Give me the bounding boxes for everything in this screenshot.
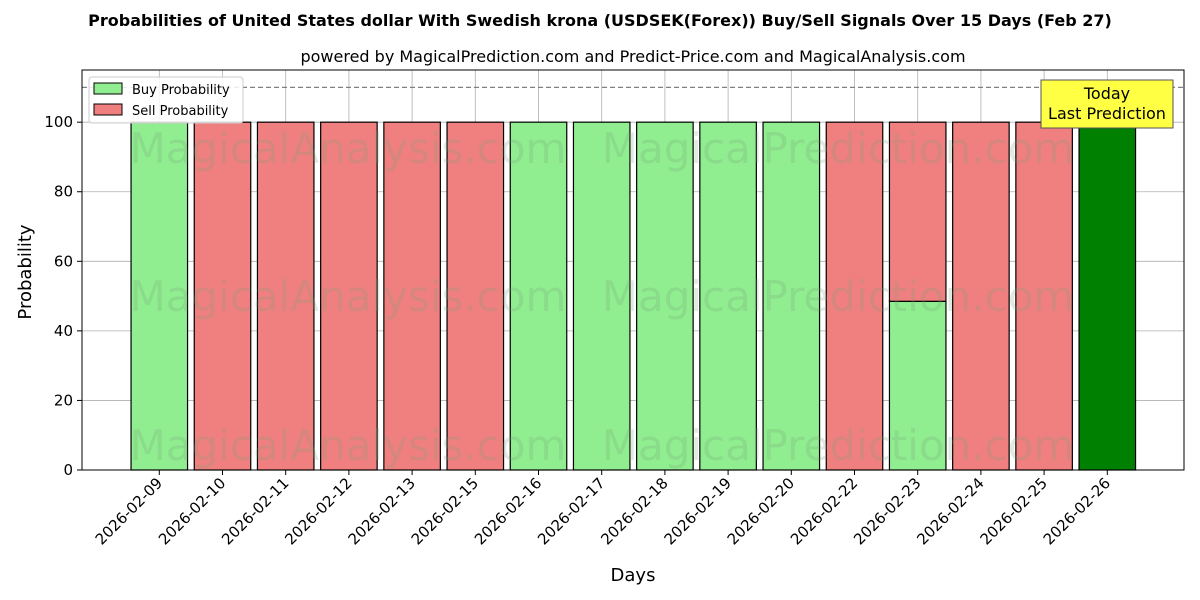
annotation-box [1040, 79, 1174, 129]
x-tick-label: 2026-02-12 [281, 474, 355, 548]
sell-bar [320, 121, 378, 471]
chart-title: Probabilities of United States dollar Wi… [88, 11, 1112, 30]
plot-frame [81, 69, 1185, 471]
plot-area: MagicalAnalysis.com MagicalPrediction.com… [44, 69, 1185, 548]
x-tick-label: 2026-02-20 [724, 474, 798, 548]
buy-bar [572, 121, 631, 471]
annotation-line: Today [1083, 84, 1130, 103]
x-tick-label: 2026-02-09 [92, 474, 166, 548]
watermark-text: MagicalAnalysis.com [130, 124, 567, 173]
annotation-line: Last Prediction [1048, 104, 1166, 123]
x-tick-label: 2026-02-19 [661, 474, 735, 548]
watermark-text: MagicalAnalysis.com [130, 421, 567, 470]
x-tick-label: 2026-02-15 [408, 474, 482, 548]
y-tick-label: 80 [54, 183, 73, 201]
buy-bar [1078, 121, 1137, 471]
x-tick-label: 2026-02-22 [787, 474, 861, 548]
y-axis-label: Probability [15, 224, 36, 319]
x-tick-label: 2026-02-13 [345, 474, 419, 548]
watermark-text: MagicalPrediction.com [602, 272, 1075, 321]
sell-bar [952, 121, 1010, 471]
x-axis-label: Days [611, 565, 656, 586]
buy-bar [636, 121, 694, 471]
legend-label-buy: Buy Probability [132, 83, 230, 98]
legend: Buy Probability Sell Probability [88, 76, 244, 124]
buy-bar [888, 300, 947, 471]
x-tick-label: 2026-02-18 [597, 474, 671, 548]
x-tick-label: 2026-02-23 [850, 474, 924, 548]
sell-bar [1015, 121, 1073, 471]
chart-subtitle: powered by MagicalPrediction.com and Pre… [300, 47, 965, 66]
legend-swatch-buy [93, 82, 123, 95]
sell-bar [825, 121, 884, 471]
legend-box [88, 76, 244, 124]
sell-bar [888, 121, 947, 302]
sell-bar [256, 121, 315, 471]
buy-bar [509, 121, 568, 471]
watermark-text: MagicalPrediction.com [602, 421, 1075, 470]
y-tick-label: 60 [54, 252, 73, 270]
watermark-text: MagicalPrediction.com [602, 124, 1075, 173]
x-tick-label: 2026-02-25 [977, 474, 1051, 548]
legend-label-sell: Sell Probability [132, 104, 229, 119]
y-tick-label: 0 [63, 461, 73, 479]
buy-bar [762, 121, 821, 471]
watermark-text: MagicalAnalysis.com [130, 272, 567, 321]
x-tick-label: 2026-02-10 [155, 474, 229, 548]
y-tick-label: 100 [44, 113, 73, 131]
x-tick-label: 2026-02-24 [913, 474, 987, 548]
y-tick-label: 40 [54, 322, 73, 340]
y-tick-label: 20 [54, 391, 73, 409]
sell-bar [446, 121, 505, 471]
sell-bar [383, 121, 441, 471]
x-tick-label: 2026-02-17 [534, 474, 608, 548]
x-tick-label: 2026-02-26 [1040, 474, 1114, 548]
x-tick-label: 2026-02-11 [218, 474, 292, 548]
buy-bar [699, 121, 757, 471]
legend-swatch-sell [93, 103, 123, 116]
x-tick-label: 2026-02-16 [471, 474, 545, 548]
